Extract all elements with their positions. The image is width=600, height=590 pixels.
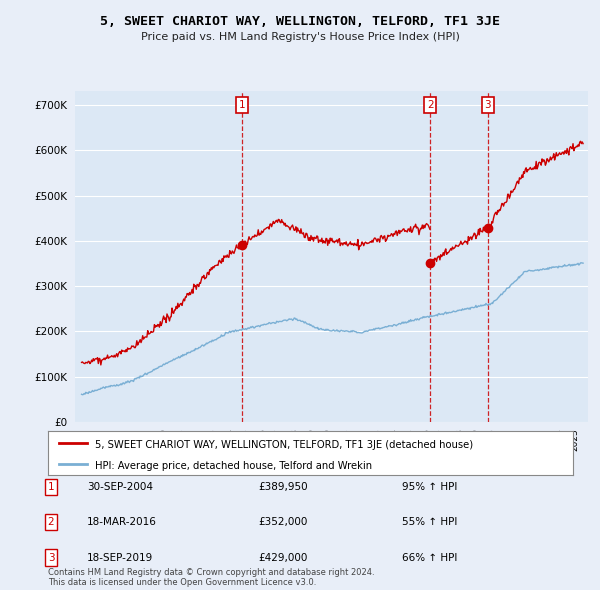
Text: 5, SWEET CHARIOT WAY, WELLINGTON, TELFORD, TF1 3JE: 5, SWEET CHARIOT WAY, WELLINGTON, TELFOR… bbox=[100, 15, 500, 28]
Text: Price paid vs. HM Land Registry's House Price Index (HPI): Price paid vs. HM Land Registry's House … bbox=[140, 32, 460, 42]
Text: 3: 3 bbox=[485, 100, 491, 110]
Text: 95% ↑ HPI: 95% ↑ HPI bbox=[402, 482, 457, 491]
Text: 3: 3 bbox=[47, 553, 55, 562]
Text: 30-SEP-2004: 30-SEP-2004 bbox=[87, 482, 153, 491]
Text: 1: 1 bbox=[47, 482, 55, 491]
Text: 55% ↑ HPI: 55% ↑ HPI bbox=[402, 517, 457, 527]
Text: 5, SWEET CHARIOT WAY, WELLINGTON, TELFORD, TF1 3JE (detached house): 5, SWEET CHARIOT WAY, WELLINGTON, TELFOR… bbox=[95, 440, 473, 450]
Text: 18-MAR-2016: 18-MAR-2016 bbox=[87, 517, 157, 527]
Text: Contains HM Land Registry data © Crown copyright and database right 2024.
This d: Contains HM Land Registry data © Crown c… bbox=[48, 568, 374, 587]
Text: £352,000: £352,000 bbox=[258, 517, 307, 527]
Text: 66% ↑ HPI: 66% ↑ HPI bbox=[402, 553, 457, 562]
Text: 1: 1 bbox=[239, 100, 245, 110]
Text: £389,950: £389,950 bbox=[258, 482, 308, 491]
Text: 2: 2 bbox=[47, 517, 55, 527]
Text: HPI: Average price, detached house, Telford and Wrekin: HPI: Average price, detached house, Telf… bbox=[95, 461, 373, 471]
Text: £429,000: £429,000 bbox=[258, 553, 307, 562]
Text: 2: 2 bbox=[427, 100, 434, 110]
Text: 18-SEP-2019: 18-SEP-2019 bbox=[87, 553, 153, 562]
